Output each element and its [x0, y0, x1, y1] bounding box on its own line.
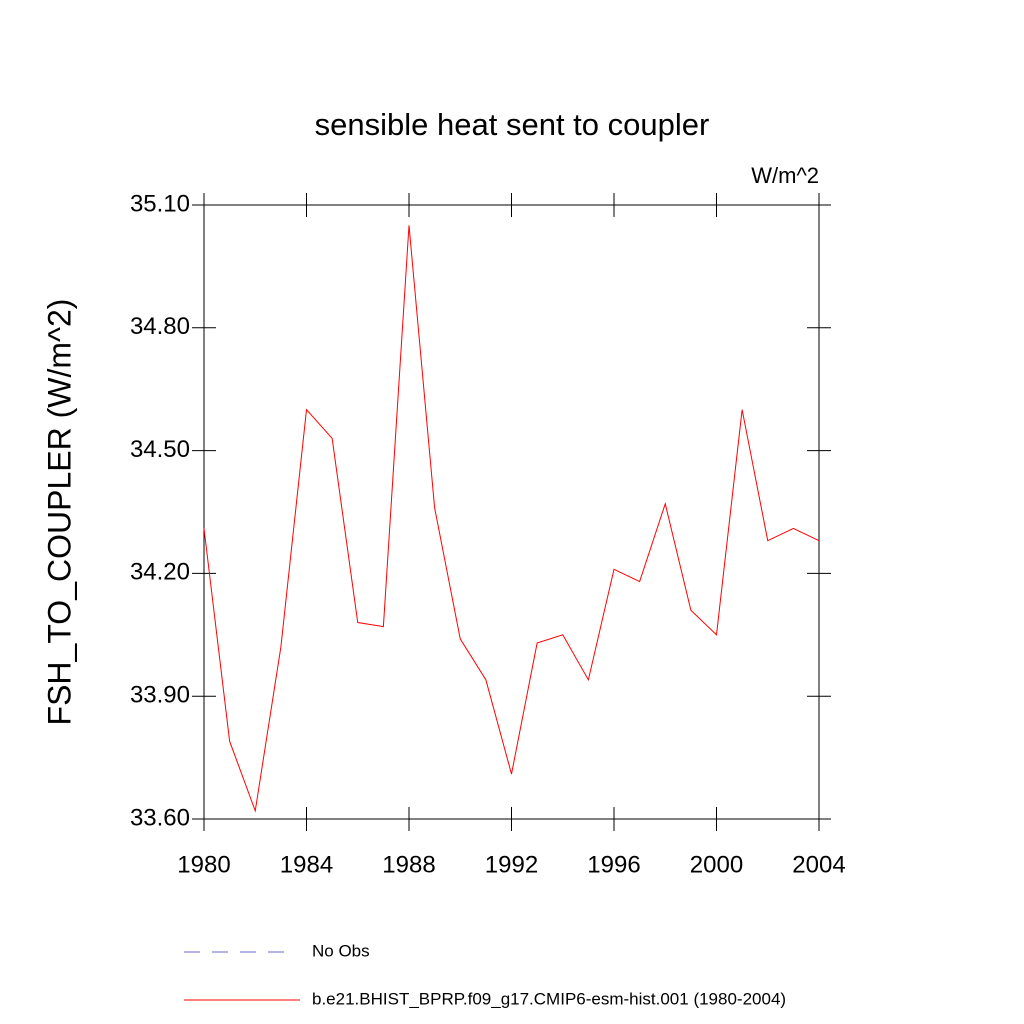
- x-tick-label: 1980: [177, 851, 230, 878]
- x-tick-label: 2004: [792, 851, 845, 878]
- x-tick-label: 2000: [690, 851, 743, 878]
- data-line: [203, 225, 820, 813]
- x-tick-label: 1992: [485, 851, 538, 878]
- y-axis-label: FSH_TO_COUPLER (W/m^2): [41, 299, 77, 726]
- y-tick-label: 33.60: [130, 804, 190, 831]
- chart-title: sensible heat sent to coupler: [315, 107, 710, 142]
- plot-frame: [203, 204, 820, 820]
- legend-label: b.e21.BHIST_BPRP.f09_g17.CMIP6-esm-hist.…: [312, 989, 786, 1008]
- x-tick-label: 1984: [280, 851, 333, 878]
- x-tick-label: 1988: [382, 851, 435, 878]
- y-tick-label: 34.80: [130, 313, 190, 340]
- y-tick-label: 34.50: [130, 436, 190, 463]
- y-tick-label: 34.20: [130, 559, 190, 586]
- y-tick-label: 35.10: [130, 190, 190, 217]
- y-tick-label: 33.90: [130, 682, 190, 709]
- units-label: W/m^2: [751, 163, 819, 188]
- x-tick-label: 1996: [587, 851, 640, 878]
- legend-label: No Obs: [312, 941, 370, 960]
